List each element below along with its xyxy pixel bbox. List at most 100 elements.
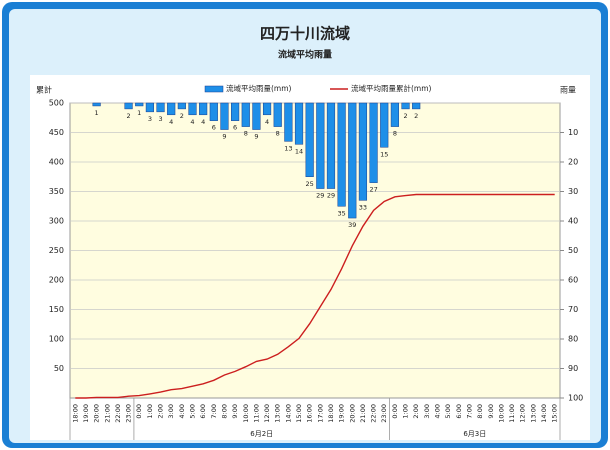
data-label: 25 <box>306 180 314 188</box>
x-tick-label: 7:00 <box>465 404 473 419</box>
x-tick-label: 0:00 <box>135 404 143 419</box>
bar <box>177 102 186 110</box>
chart-title: 四万十川流域 <box>260 25 350 43</box>
bar <box>358 102 368 201</box>
y-tick-label: 450 <box>49 128 64 137</box>
x-tick-label: 4:00 <box>178 404 186 419</box>
y2-tick-label: 20 <box>568 158 578 167</box>
x-tick-label: 14:00 <box>284 404 292 423</box>
x-tick-label: 20:00 <box>348 404 356 423</box>
x-tick-label: 8:00 <box>476 404 484 419</box>
x-tick-label: 15:00 <box>295 404 303 423</box>
group-label: 6月3日 <box>463 430 486 438</box>
bar <box>220 102 229 130</box>
data-label: 33 <box>359 203 367 211</box>
bar <box>273 102 282 127</box>
y-tick-label: 500 <box>49 99 64 108</box>
bar <box>305 102 314 177</box>
data-label: 3 <box>158 115 162 123</box>
data-label: 14 <box>295 147 303 155</box>
data-label: 9 <box>254 133 258 141</box>
data-label: 39 <box>348 221 356 229</box>
y-tick-label: 400 <box>49 158 64 167</box>
data-label: 27 <box>369 186 377 194</box>
data-label: 15 <box>380 150 388 158</box>
x-tick-label: 14:00 <box>540 404 548 423</box>
data-label: 3 <box>148 115 152 123</box>
legend-label: 流域平均雨量累計(mm) <box>351 83 432 93</box>
legend-swatch <box>204 85 224 93</box>
y2-tick-label: 80 <box>568 335 578 344</box>
y2-axis-label: 雨量 <box>560 86 576 95</box>
bar <box>412 102 421 110</box>
bar <box>369 102 378 183</box>
bar <box>209 102 218 121</box>
x-tick-label: 9:00 <box>231 404 239 419</box>
data-label: 2 <box>414 112 418 120</box>
y2-tick-label: 100 <box>568 394 583 403</box>
y-tick-label: 300 <box>49 217 64 226</box>
data-label: 2 <box>127 112 131 120</box>
data-label: 35 <box>337 209 345 217</box>
x-tick-label: 3:00 <box>423 404 431 419</box>
x-tick-label: 18:00 <box>327 404 335 423</box>
y-tick-label: 250 <box>49 246 64 255</box>
y-tick-label: 100 <box>49 335 64 344</box>
x-tick-label: 17:00 <box>316 404 324 423</box>
y-tick-label: 200 <box>49 276 64 285</box>
y2-tick-label: 10 <box>568 128 578 137</box>
x-tick-label: 1:00 <box>146 404 154 419</box>
x-tick-label: 13:00 <box>529 404 537 423</box>
x-tick-label: 19:00 <box>82 404 90 423</box>
bar <box>348 102 357 219</box>
data-label: 4 <box>190 118 194 126</box>
line <box>75 193 555 399</box>
bar <box>401 102 410 110</box>
bar <box>135 102 144 107</box>
bar <box>145 102 154 113</box>
bar <box>390 102 399 127</box>
bar <box>124 102 133 110</box>
x-tick-label: 10:00 <box>497 404 505 423</box>
bar <box>167 102 176 116</box>
x-tick-label: 4:00 <box>434 404 442 419</box>
x-tick-label: 7:00 <box>210 404 218 419</box>
data-label: 8 <box>276 130 280 138</box>
x-tick-label: 9:00 <box>487 404 495 419</box>
x-tick-label: 13:00 <box>274 404 282 423</box>
y-tick-label: 150 <box>49 305 64 314</box>
data-label: 8 <box>393 130 397 138</box>
x-tick-label: 11:00 <box>508 404 516 423</box>
x-tick-label: 6:00 <box>199 404 207 419</box>
data-label: 1 <box>137 109 141 117</box>
bar <box>92 102 101 107</box>
bar <box>199 102 208 116</box>
y2-tick-label: 30 <box>568 187 578 196</box>
x-tick-label: 10:00 <box>242 404 250 423</box>
bar <box>252 102 261 130</box>
data-label: 29 <box>327 192 335 200</box>
x-tick-label: 5:00 <box>444 404 452 419</box>
data-label: 4 <box>169 118 173 126</box>
data-label: 8 <box>244 130 248 138</box>
x-tick-label: 21:00 <box>359 404 367 423</box>
bar <box>231 102 240 121</box>
x-tick-label: 23:00 <box>125 404 133 423</box>
data-label: 1 <box>95 109 99 117</box>
x-tick-label: 6:00 <box>455 404 463 419</box>
x-tick-label: 3:00 <box>167 404 175 419</box>
group-label: 6月2日 <box>250 430 273 438</box>
data-label: 4 <box>201 118 205 126</box>
bar <box>284 102 293 142</box>
data-label: 4 <box>265 118 269 126</box>
data-label: 9 <box>222 133 226 141</box>
y-axis-label: 累計 <box>36 85 52 95</box>
y-tick-label: 50 <box>54 364 64 373</box>
x-tick-label: 21:00 <box>103 404 111 423</box>
y2-tick-label: 40 <box>568 217 578 226</box>
data-label: 6 <box>233 124 237 132</box>
x-tick-label: 19:00 <box>338 404 346 423</box>
data-label: 13 <box>284 144 292 152</box>
x-tick-label: 16:00 <box>306 404 314 423</box>
